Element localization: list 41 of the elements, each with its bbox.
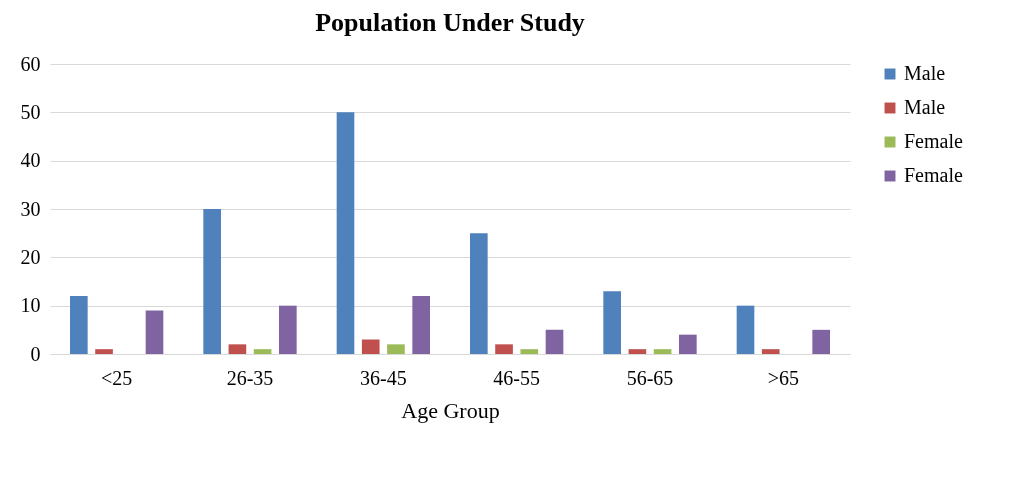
bar	[412, 296, 430, 354]
bar	[628, 349, 647, 354]
x-tick-label: 46-55	[493, 366, 540, 389]
y-tick-label: 20	[20, 245, 41, 268]
bar	[336, 112, 355, 354]
y-tick-label: 40	[20, 149, 41, 172]
bar	[545, 329, 564, 354]
bar	[495, 344, 513, 354]
y-tick-label: 10	[20, 294, 41, 317]
bar	[145, 310, 164, 354]
bar	[812, 329, 830, 354]
bar	[361, 339, 380, 354]
legend-label: Female	[904, 130, 963, 152]
bar	[470, 233, 488, 354]
bar	[761, 349, 780, 354]
x-tick-label: 26-35	[226, 366, 274, 389]
y-tick-label: 0	[30, 342, 41, 365]
x-axis-title: Age Group	[401, 397, 500, 423]
bar	[203, 209, 221, 354]
chart-title: Population Under Study	[315, 8, 585, 37]
bar	[520, 349, 539, 354]
bar	[279, 305, 297, 354]
y-tick-label: 30	[20, 197, 41, 220]
x-tick-label: 36-45	[360, 366, 407, 389]
bar	[387, 344, 405, 354]
bar	[253, 349, 272, 354]
legend-label: Male	[904, 62, 946, 84]
x-tick-label: <25	[101, 366, 133, 389]
bar	[653, 349, 672, 354]
x-tick-label: 56-65	[626, 366, 674, 389]
x-tick-label: >65	[767, 366, 799, 389]
bar	[70, 296, 88, 354]
bar	[603, 291, 621, 354]
legend-label: Female	[904, 164, 963, 186]
bar	[95, 349, 113, 354]
y-tick-label: 60	[20, 52, 41, 75]
y-tick-label: 50	[20, 100, 41, 123]
bar	[679, 334, 697, 354]
bar	[228, 344, 247, 354]
legend-label: Male	[904, 96, 946, 118]
bar	[736, 305, 755, 354]
